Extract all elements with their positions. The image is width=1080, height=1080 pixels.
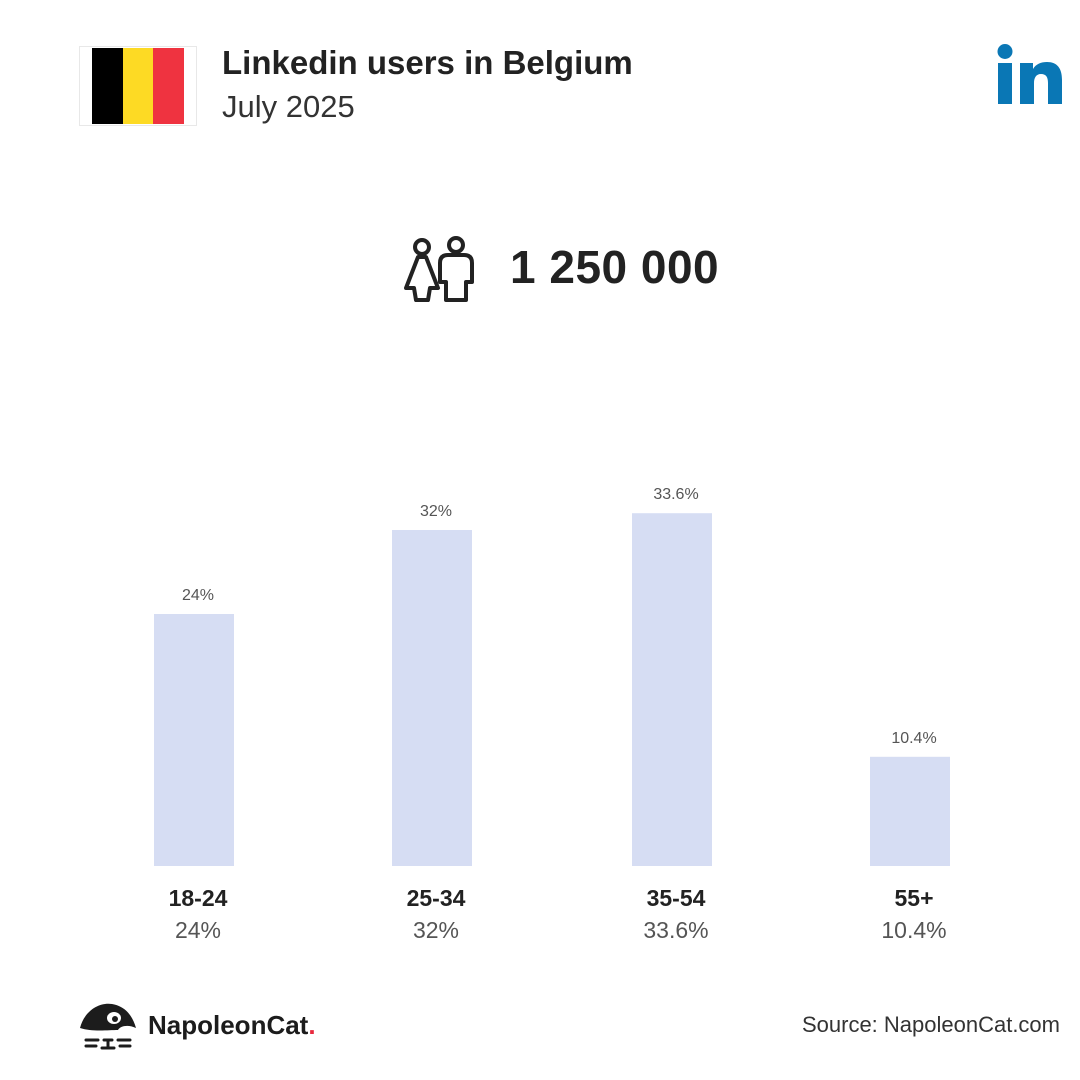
category-label: 55+	[894, 885, 933, 911]
bar-35-54	[632, 513, 712, 866]
bar-value-label: 24%	[182, 587, 214, 604]
flag-stripe-black	[92, 48, 123, 124]
bar-25-34	[392, 530, 472, 866]
brand-name: NapoleonCat.	[148, 1010, 316, 1041]
total-users: 1 250 000	[510, 241, 720, 293]
page-subtitle: July 2025	[222, 89, 355, 124]
category-label: 35-54	[647, 885, 706, 911]
category-label: 18-24	[169, 885, 228, 911]
category-label: 25-34	[407, 885, 466, 911]
category-percent-label: 33.6%	[643, 917, 708, 943]
bar-value-label: 33.6%	[653, 486, 698, 503]
brand-dot: .	[308, 1010, 316, 1040]
linkedin-logo-icon	[997, 44, 1062, 104]
category-percent-label: 10.4%	[881, 917, 946, 943]
category-percent-label: 24%	[175, 917, 221, 943]
bar-55+	[870, 756, 950, 866]
users-icon	[404, 236, 474, 302]
brand-name-text: NapoleonCat	[148, 1010, 309, 1040]
bar-18-24	[154, 614, 234, 866]
flag-stripe-yellow	[122, 48, 154, 124]
napoleoncat-logo-icon	[80, 1003, 136, 1050]
category-percent-label: 32%	[413, 917, 459, 943]
belgium-flag-icon	[79, 46, 197, 126]
source-text: Source: NapoleonCat.com	[801, 1012, 1060, 1037]
page-title: Linkedin users in Belgium	[222, 44, 633, 81]
flag-stripe-red	[153, 48, 185, 124]
bar-value-label: 32%	[420, 503, 452, 520]
bar-value-label: 10.4%	[891, 730, 936, 747]
